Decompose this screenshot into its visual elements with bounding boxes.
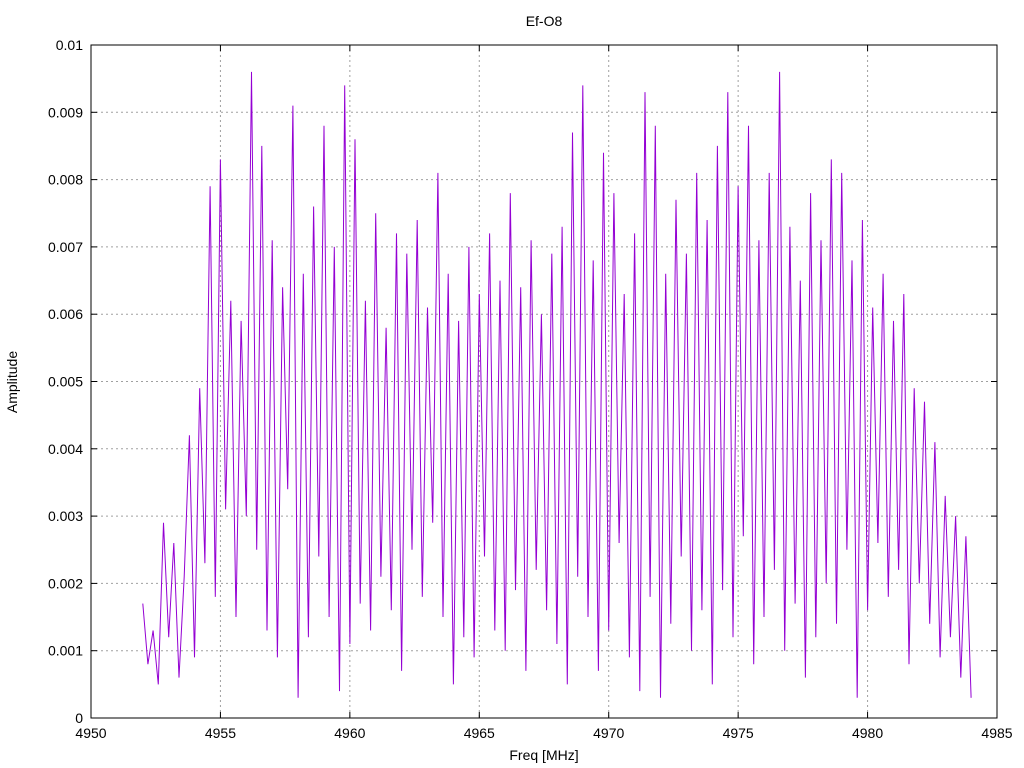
y-tick-label: 0.003 (48, 508, 83, 524)
y-tick-label: 0.005 (48, 374, 83, 390)
y-tick-label: 0.01 (56, 37, 83, 53)
y-tick-label: 0.007 (48, 239, 83, 255)
y-tick-label: 0.006 (48, 306, 83, 322)
y-tick-label: 0 (75, 710, 83, 726)
series-line-amplitude (142, 71, 972, 698)
y-tick-label: 0.008 (48, 172, 83, 188)
y-axis-label: Amplitude (4, 351, 20, 413)
x-tick-label: 4985 (981, 725, 1012, 741)
y-tick-label: 0.002 (48, 575, 83, 591)
x-tick-label: 4955 (205, 725, 236, 741)
y-tick-label: 0.009 (48, 104, 83, 120)
x-tick-label: 4960 (334, 725, 365, 741)
x-tick-label: 4970 (593, 725, 624, 741)
x-tick-label: 4965 (464, 725, 495, 741)
x-tick-label: 4950 (75, 725, 106, 741)
chart-title: Ef-O8 (526, 13, 563, 29)
ticks: 4950 4955 4960 4965 4970 4975 4980 4985 0 0.001 0.… (48, 37, 1013, 741)
y-tick-label: 0.001 (48, 643, 83, 659)
x-tick-label: 4980 (852, 725, 883, 741)
y-tick-label: 0.004 (48, 441, 83, 457)
x-tick-label: 4975 (723, 725, 754, 741)
x-axis-label: Freq [MHz] (509, 747, 578, 763)
